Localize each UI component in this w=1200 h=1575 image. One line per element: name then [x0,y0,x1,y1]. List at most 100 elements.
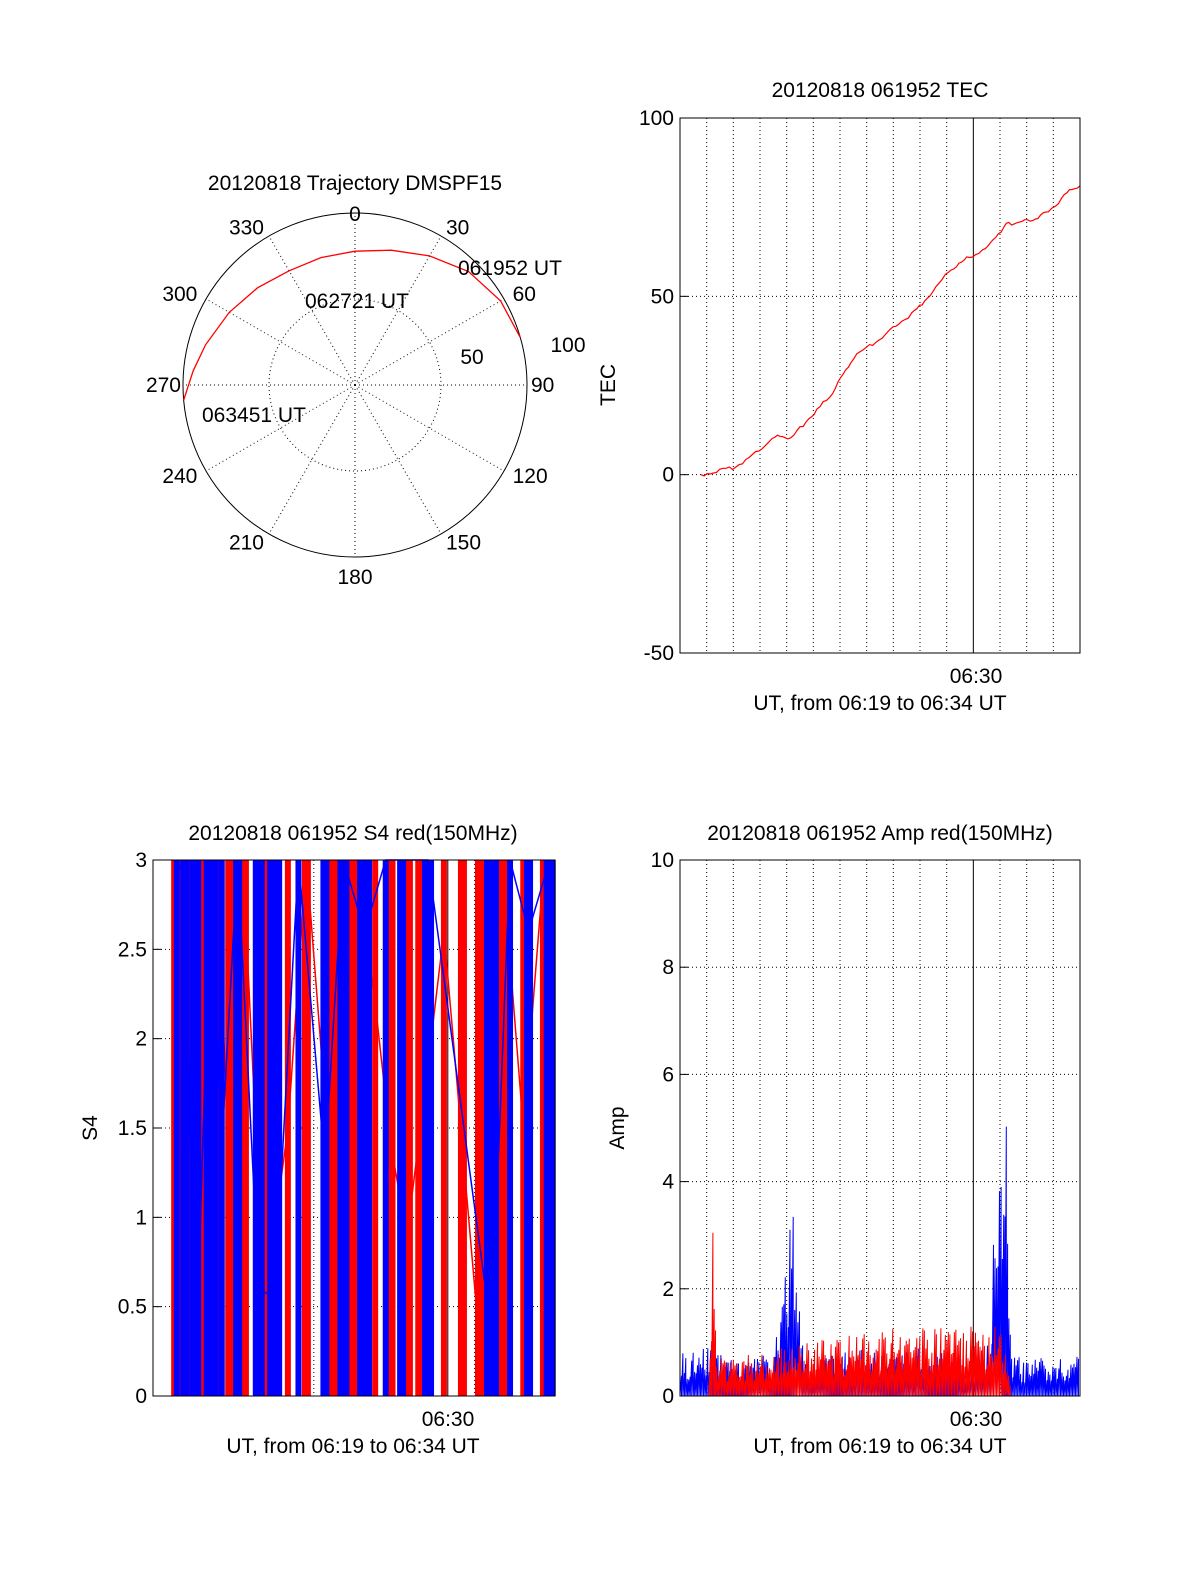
polar-radial-label-100: 100 [550,334,585,357]
series-blue-band [189,860,202,1396]
series-blue-band [173,860,180,1396]
polar-azimuth-labels: 0 30 60 90 120 150 180 210 240 270 300 330 [146,203,554,589]
polar-title: 20120818 Trajectory DMSPF15 [208,172,502,195]
polar-spoke [268,384,356,535]
annotation-start-time: 061952 UT [458,257,562,280]
y-tick-label: 2.5 [118,938,147,961]
series-blue-band [233,860,243,1396]
annotation-end-time: 063451 UT [202,404,306,427]
y-tick-label: 0.5 [118,1296,147,1319]
y-tick-label: 1.5 [118,1117,147,1140]
y-tick-label: 50 [651,285,674,308]
series-red-band [440,860,447,1396]
s4-title: 20120818 061952 S4 red(150MHz) [188,822,517,845]
amp-grid [680,860,1080,1396]
polar-spoke [205,384,356,472]
amp-x-axis-label: UT, from 06:19 to 06:34 UT [753,1435,1006,1458]
series-blue-band [252,860,265,1396]
series-blue-band [295,860,302,1396]
y-tick-label: 2 [662,1278,674,1301]
series-red-band [386,860,396,1396]
polar-azimuth-label: 30 [446,216,469,239]
tec-x-axis-label: UT, from 06:19 to 06:34 UT [753,692,1006,715]
series-red-band [301,860,311,1396]
y-tick-label: 6 [662,1063,674,1086]
polar-spoke [354,298,505,386]
tec-grid [680,118,1080,653]
amp-x-tick-label: 06:30 [950,1408,1003,1431]
y-tick-label: 0 [662,1385,674,1408]
polar-azimuth-label: 300 [162,283,197,306]
tec-title: 20120818 061952 TEC [772,79,989,102]
y-tick-label: 100 [639,107,674,130]
polar-azimuth-label: 0 [349,203,361,226]
series-blue-band [357,860,373,1396]
series-blue-band [337,860,350,1396]
series-blue-band [543,860,556,1396]
amp-plot-frame [679,859,1081,1397]
polar-radial-label-50: 50 [460,346,483,369]
s4-series [171,859,556,1397]
y-tick-label: -50 [644,642,674,665]
amp-y-axis-label: Amp [606,1106,629,1149]
polar-azimuth-label: 90 [531,374,554,397]
series-blue-band [203,860,219,1396]
tec-plot-frame [679,117,1081,654]
polar-trajectory-track [183,249,521,401]
amp-plot: 20120818 061952 Amp red(150MHz) 0246810 … [606,822,1081,1458]
polar-inner-circle [268,298,442,472]
polar-azimuth-label: 150 [446,532,481,555]
s4-x-axis-label: UT, from 06:19 to 06:34 UT [226,1435,479,1458]
series-blue-band [180,860,190,1396]
polar-spoke [354,384,442,535]
y-tick-label: 2 [135,1028,147,1051]
s4-y-axis-label: S4 [79,1115,102,1141]
series-blue-band [397,860,407,1396]
series-blue-line [176,859,551,1397]
polar-spoke [354,235,442,386]
polar-azimuth-label: 60 [513,283,536,306]
polar-azimuth-label: 330 [229,216,264,239]
polar-azimuth-label: 120 [513,465,548,488]
polar-azimuth-label: 180 [337,566,372,589]
series-red-band [457,860,467,1396]
series-red-band [225,860,235,1396]
amp-y-tick-labels: 0 2 4 6 8 10 [651,849,688,1408]
series-blue-band [267,860,283,1396]
polar-spoke [268,235,356,386]
polar-spokes [183,213,527,557]
polar-outer-circle [182,212,528,558]
polar-spoke [205,298,356,386]
y-tick-label: 0 [135,1385,147,1408]
y-tick-label: 0 [662,464,674,487]
amp-title: 20120818 061952 Amp red(150MHz) [707,822,1053,845]
y-tick-label: 1 [135,1206,147,1229]
annotation-mid-time: 062721 UT [305,290,409,313]
y-tick-label: 4 [662,1171,674,1194]
tec-x-tick-label: 06:30 [950,665,1003,688]
tec-y-axis-label: TEC [597,364,620,406]
y-tick-label: 10 [651,849,674,872]
y-tick-label: 3 [135,849,147,872]
series-blue-band [507,860,514,1396]
series-blue-band [484,860,500,1396]
s4-y-tick-labels: 0 0.5 1 1.5 2 2.5 3 [118,849,161,1408]
series-red-band [474,860,487,1396]
polar-azimuth-label: 240 [162,465,197,488]
polar-trajectory-plot: 20120818 Trajectory DMSPF15 0 30 60 90 120 15… [146,172,586,589]
polar-azimuth-label: 210 [229,532,264,555]
polar-azimuth-label: 270 [146,374,181,397]
polar-spoke [354,384,505,472]
series-blue-band [524,860,534,1396]
series-blue-band [320,860,330,1396]
y-tick-label: 8 [662,956,674,979]
tec-y-tick-labels: -50 0 50 100 [639,107,688,665]
series-red-band [372,860,379,1396]
series-blue-band [382,860,389,1396]
series-blue-band [422,860,435,1396]
tec-series-line [700,185,1081,477]
s4-x-tick-label: 06:30 [422,1408,475,1431]
s4-plot: 20120818 061952 S4 red(150MHz) 0 0.5 1 1.5 2… [79,822,556,1458]
tec-plot: 20120818 061952 TEC -50 0 50 100 06:30 UT, … [597,79,1081,715]
